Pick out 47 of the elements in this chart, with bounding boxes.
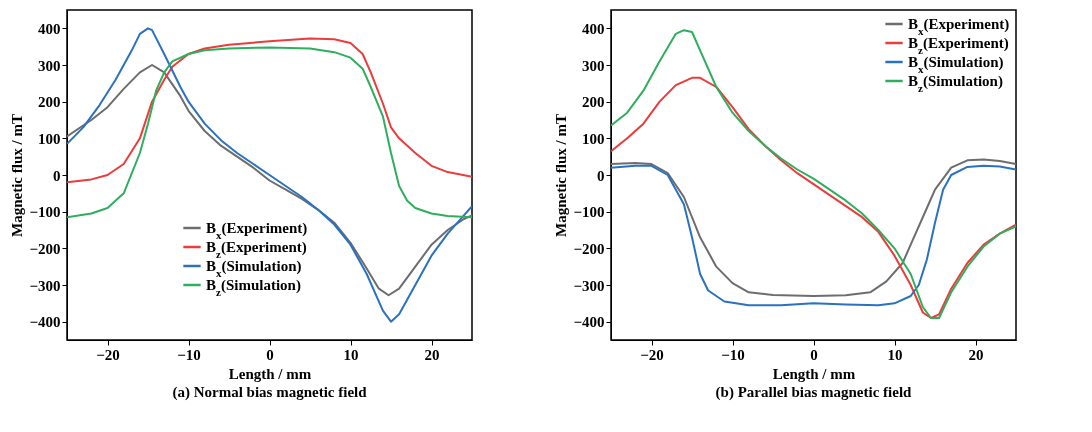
text: (b) Parallel bias magnetic field xyxy=(715,384,913,401)
y-tick-label: −400 xyxy=(573,314,605,331)
y-tick-label: −300 xyxy=(573,277,605,294)
y-axis-title: Magnetic flux / mT xyxy=(9,114,26,237)
line-series xyxy=(67,64,472,297)
y-tick-label: −100 xyxy=(573,204,605,221)
y-tick-label: 100 xyxy=(38,130,61,147)
legend-label: B$_{x}$(Experiment) xyxy=(908,16,1010,37)
y-tick-label: 200 xyxy=(38,94,61,111)
legend-label: B$_{z}$(Experiment) xyxy=(206,239,307,260)
legend-label: B$_{x}$(Experiment) xyxy=(206,220,308,241)
x-tick-label: 0 xyxy=(266,346,274,363)
y-tick-label: −300 xyxy=(29,277,61,294)
legend-label: B$_{z}$(Experiment) xyxy=(908,35,1009,56)
y-axis-title: Magnetic flux / mT xyxy=(553,114,570,237)
line-series xyxy=(611,76,1016,319)
legend-label: B$_{z}$(Simulation) xyxy=(908,73,1003,94)
x-tick-label: 20 xyxy=(968,346,984,363)
x-tick-label: 20 xyxy=(424,346,440,363)
y-tick-label: −200 xyxy=(29,240,61,257)
legend-label: B$_{x}$(Simulation) xyxy=(206,258,302,279)
text: (a) Normal bias magnetic field xyxy=(172,384,368,401)
x-tick-label: 10 xyxy=(887,346,903,363)
x-tick-label: −20 xyxy=(96,346,120,363)
y-tick-label: 100 xyxy=(582,130,605,147)
y-tick-label: −200 xyxy=(573,240,605,257)
y-tick-label: −100 xyxy=(29,204,61,221)
y-tick-label: 300 xyxy=(582,57,605,74)
legend-label: B$_{z}$(Simulation) xyxy=(206,277,301,298)
line-series xyxy=(67,46,472,219)
x-axis-title: Length / mm xyxy=(228,365,312,382)
x-tick-label: −10 xyxy=(721,346,745,363)
line-series xyxy=(67,37,472,184)
x-tick-label: 0 xyxy=(810,346,818,363)
x-tick-label: 10 xyxy=(343,346,359,363)
y-tick-label: 0 xyxy=(53,167,61,184)
legend-label: B$_{x}$(Simulation) xyxy=(908,54,1004,75)
y-tick-label: 400 xyxy=(582,20,605,37)
line-series xyxy=(67,27,472,323)
y-tick-label: −400 xyxy=(29,314,61,331)
y-tick-label: 200 xyxy=(582,94,605,111)
y-tick-label: 0 xyxy=(597,167,605,184)
x-axis-title: Length / mm xyxy=(772,365,856,382)
y-tick-label: 300 xyxy=(38,57,61,74)
y-tick-label: 400 xyxy=(38,20,61,37)
x-tick-label: −10 xyxy=(177,346,201,363)
x-tick-label: −20 xyxy=(640,346,664,363)
